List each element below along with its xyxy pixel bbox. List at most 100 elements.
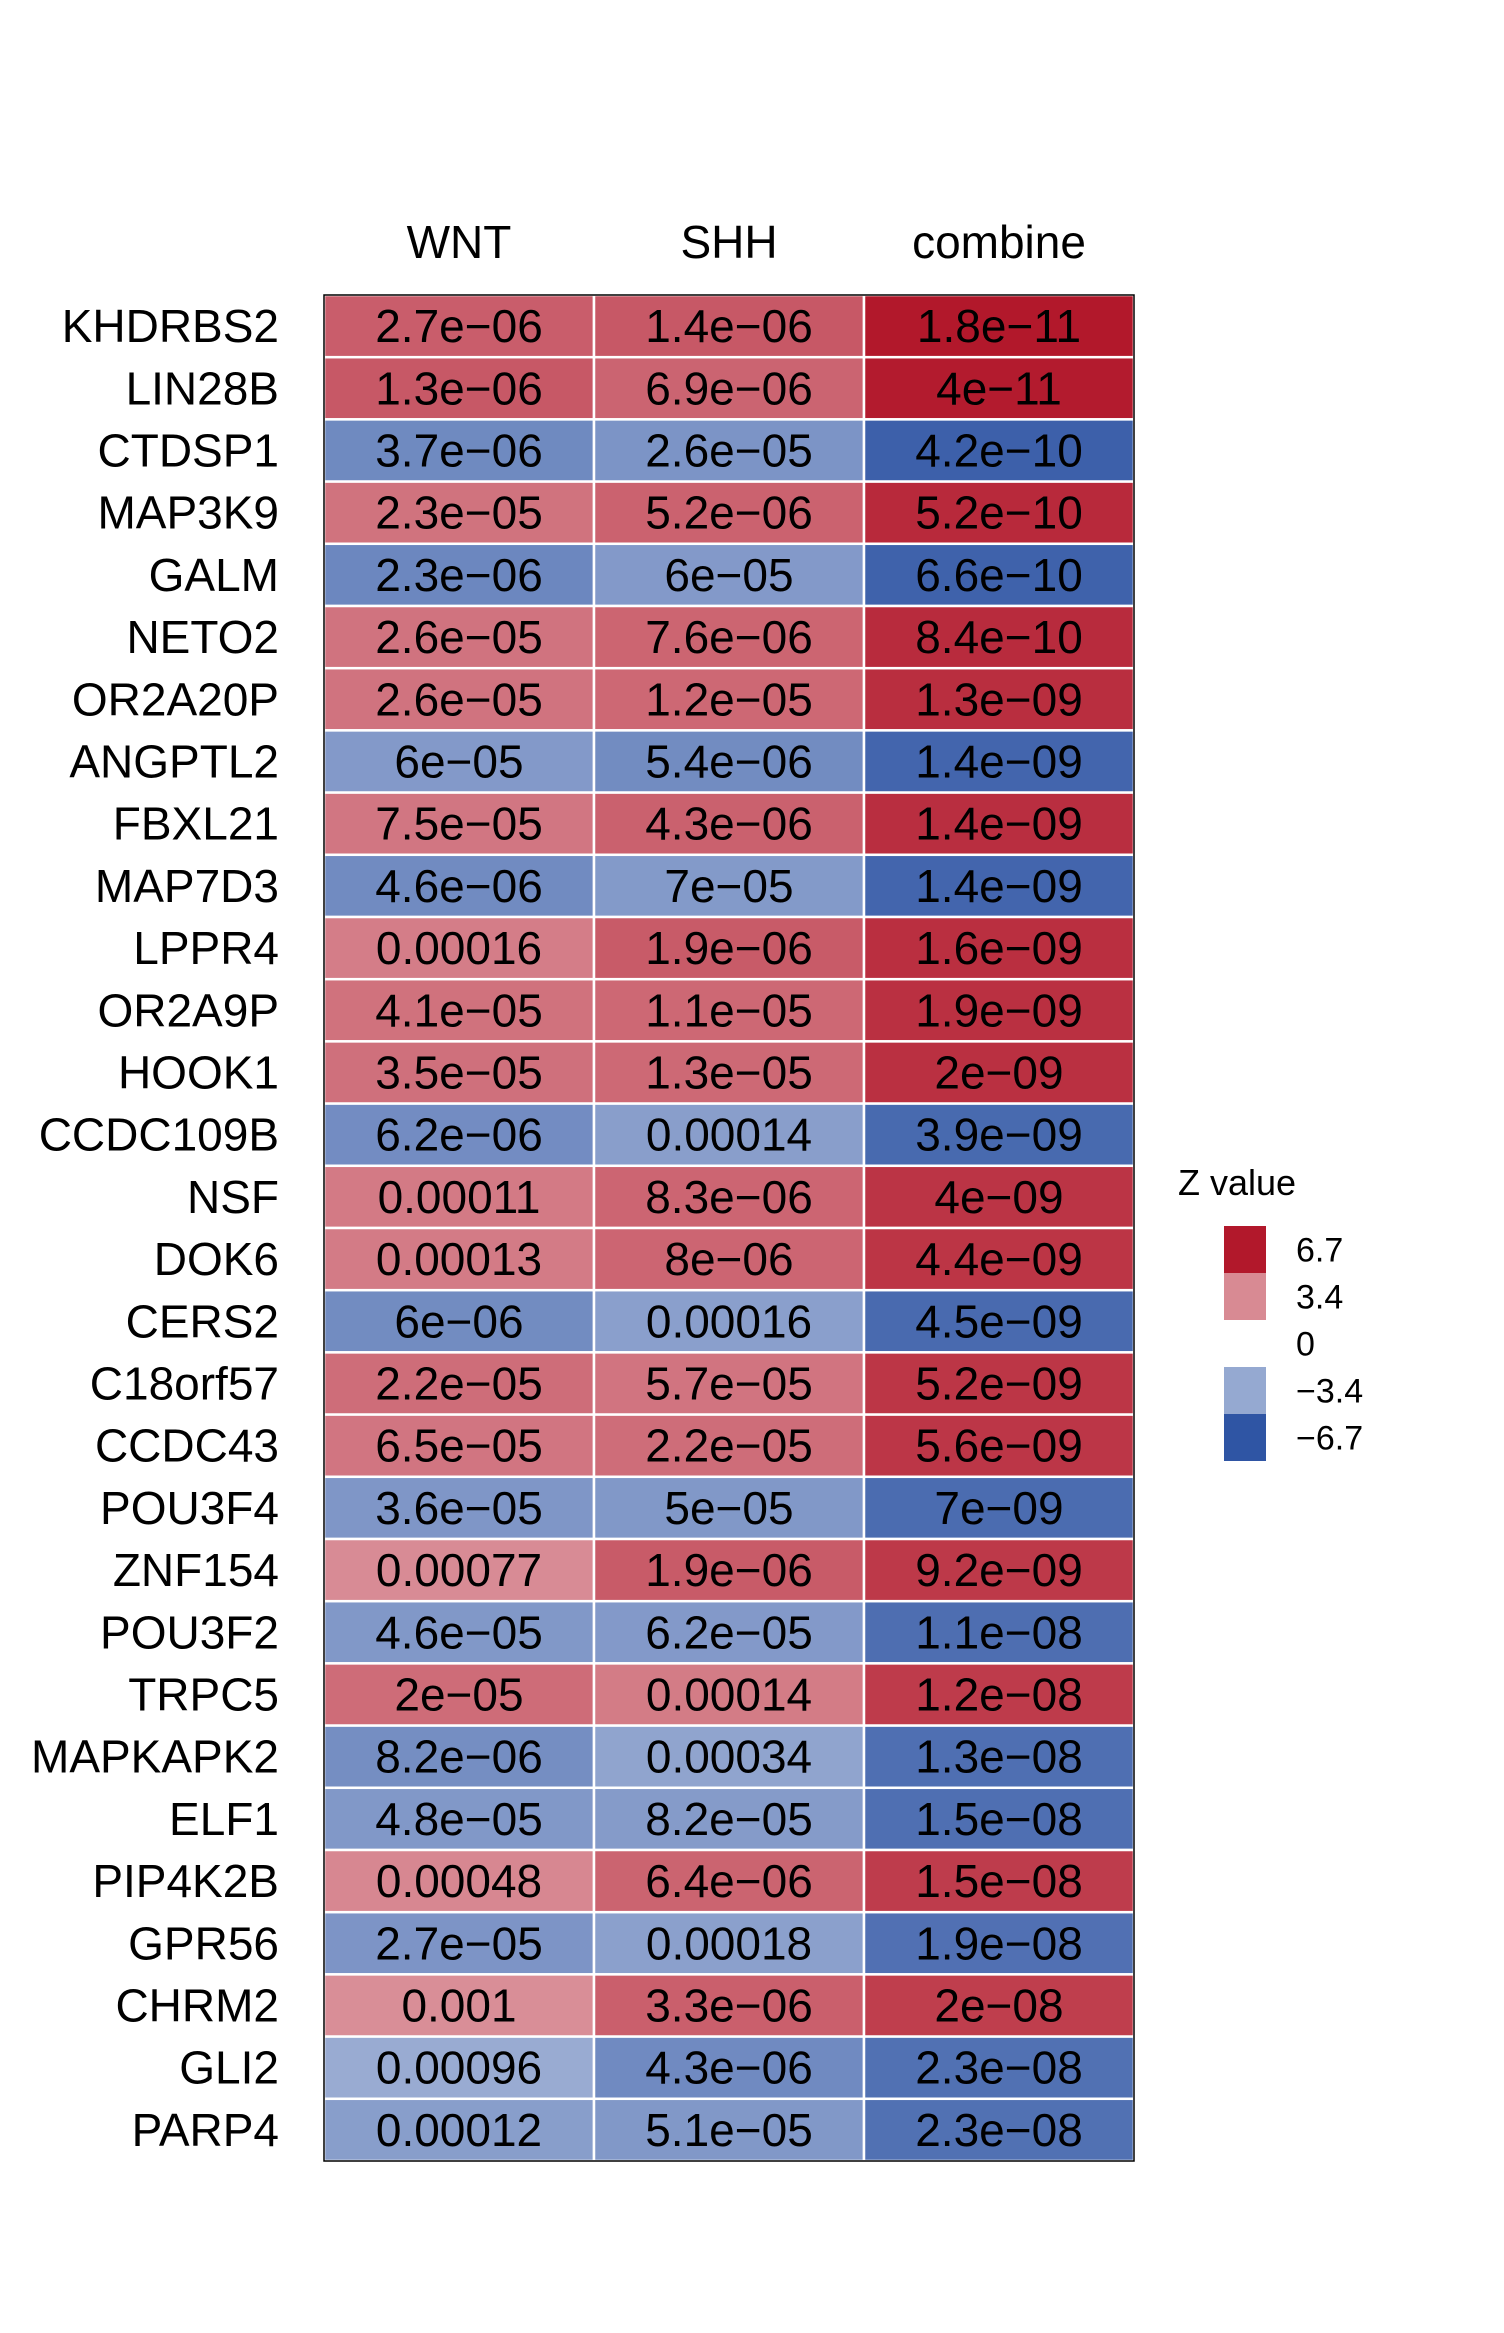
heatmap-cell [862,1599,1136,1665]
cell-value-label: 0.00048 [376,1855,542,1907]
heatmap-cell [592,293,866,359]
cell-value-label: 4.6e−05 [375,1606,543,1658]
heatmap-cell [322,1164,596,1230]
row-label: POU3F2 [100,1606,279,1658]
row-labels: KHDRBS2 LIN28B CTDSP1 MAP3K9 GALM NETO2 OR2A20… [31,300,279,2156]
cell-value-label: 2.6e−05 [375,673,543,725]
heatmap-cell [592,1413,866,1479]
cell-value-label: 4e−11 [936,362,1062,414]
cell-value-label: 7.6e−06 [645,611,813,663]
row-label: C18orf57 [90,1358,279,1410]
cell-value-label: 4e−09 [934,1171,1063,1223]
cell-value-label: 2.2e−05 [645,1420,813,1472]
cell-value-label: 1.4e−09 [915,736,1083,788]
heatmap-cell [322,2097,596,2163]
heatmap-cell [322,1102,596,1168]
heatmap-cell [862,480,1136,546]
cell-value-label: 0.00014 [646,1669,812,1721]
cell-value-label: 4.5e−09 [915,1295,1083,1347]
row-label: LPPR4 [133,922,279,974]
row-label: ZNF154 [113,1544,279,1596]
cell-value-label: 5.2e−10 [915,487,1083,539]
row-label: DOK6 [154,1233,279,1285]
heatmap-cell [592,604,866,670]
row-label: MAPKAPK2 [31,1731,279,1783]
cell-value-label: 5e−05 [664,1482,793,1534]
legend-title: Z value [1178,1162,1296,1203]
legend-swatch [1224,1320,1266,1367]
row-label: OR2A9P [97,984,279,1036]
cell-value-label: 8.2e−05 [645,1793,813,1845]
cell-value-label: 1.9e−09 [915,984,1083,1036]
heatmap-cell [322,915,596,981]
cell-value-label: 6e−05 [664,549,793,601]
heatmap-cell [862,2035,1136,2101]
cell-value-label: 2e−08 [934,1980,1063,2032]
row-label: CERS2 [126,1295,279,1347]
legend-tick-label: −3.4 [1296,1373,1363,1411]
heatmap-cell [862,1164,1136,1230]
heatmap-cell [592,2097,866,2163]
heatmap-cell [322,1040,596,1105]
heatmap-cell [322,1724,596,1790]
cell-value-label: 5.4e−06 [645,736,813,788]
heatmap-border [323,294,1135,2162]
cell-value-label: 3.7e−06 [375,425,543,477]
cell-value-label: 6.5e−05 [375,1420,543,1472]
heatmap-cell [862,1662,1136,1727]
cell-value-label: 7e−09 [934,1482,1063,1534]
heatmap-cell [592,1786,866,1852]
heatmap-cell [592,1662,866,1727]
cell-value-label: 1.3e−05 [645,1047,813,1099]
heatmap-cell [592,1475,866,1541]
heatmap-cell [862,791,1136,857]
cell-value-label: 6e−05 [394,736,523,788]
legend-tick-label: 0 [1296,1326,1315,1364]
cell-value-label: 2.3e−08 [915,2104,1083,2156]
cell-value-label: 0.00096 [376,2042,542,2094]
heatmap-cell [322,1662,596,1727]
heatmap-cell [322,729,596,794]
legend-keys: 6.7 3.4 0 −3.4 −6.7 [1224,1226,1363,1461]
cell-value-label: 5.7e−05 [645,1358,813,1410]
legend: Z value 6.7 3.4 0 −3.4 −6.7 [1178,1162,1363,1461]
heatmap-cell [322,853,596,919]
heatmap-cell [862,666,1136,732]
heatmap-cell [322,2035,596,2101]
column-labels: WNT SHH combine [407,216,1086,268]
cell-value-label: 9.2e−09 [915,1544,1083,1596]
cell-value-label: 1.4e−09 [915,798,1083,850]
heatmap-cell [862,604,1136,670]
heatmap-cell [322,1599,596,1665]
cell-value-label: 4.3e−06 [645,798,813,850]
cell-value-label: 1.9e−06 [645,922,813,974]
column-label: SHH [680,216,777,268]
column-label: combine [912,216,1086,268]
cell-value-label: 2.7e−06 [375,300,543,352]
row-label: CCDC109B [39,1109,279,1161]
row-label: ANGPTL2 [69,736,279,788]
cell-value-label: 6.4e−06 [645,1855,813,1907]
legend-swatch [1224,1414,1266,1461]
legend-tick-label: 6.7 [1296,1232,1343,1270]
cell-value-label: 1.3e−08 [915,1731,1083,1783]
cell-value-label: 8.2e−06 [375,1731,543,1783]
row-label: GALM [149,549,279,601]
cell-value-label: 1.2e−08 [915,1669,1083,1721]
heatmap-cell [862,1288,1136,1354]
legend-tick-label: 3.4 [1296,1279,1343,1317]
heatmap-cell [862,1724,1136,1790]
cell-value-label: 1.1e−05 [645,984,813,1036]
legend-tick-label: −6.7 [1296,1420,1363,1458]
cell-value-label: 0.00014 [646,1109,812,1161]
heatmap-cell [322,1226,596,1292]
heatmap-cell [592,853,866,919]
cell-value-label: 2.6e−05 [645,425,813,477]
cell-value-label: 2e−05 [394,1669,523,1721]
row-label: MAP3K9 [97,487,279,539]
row-label: NSF [187,1171,279,1223]
heatmap-cell [592,1351,866,1416]
row-label: FBXL21 [113,798,279,850]
legend-swatch [1224,1226,1266,1273]
heatmap-cell [592,1288,866,1354]
